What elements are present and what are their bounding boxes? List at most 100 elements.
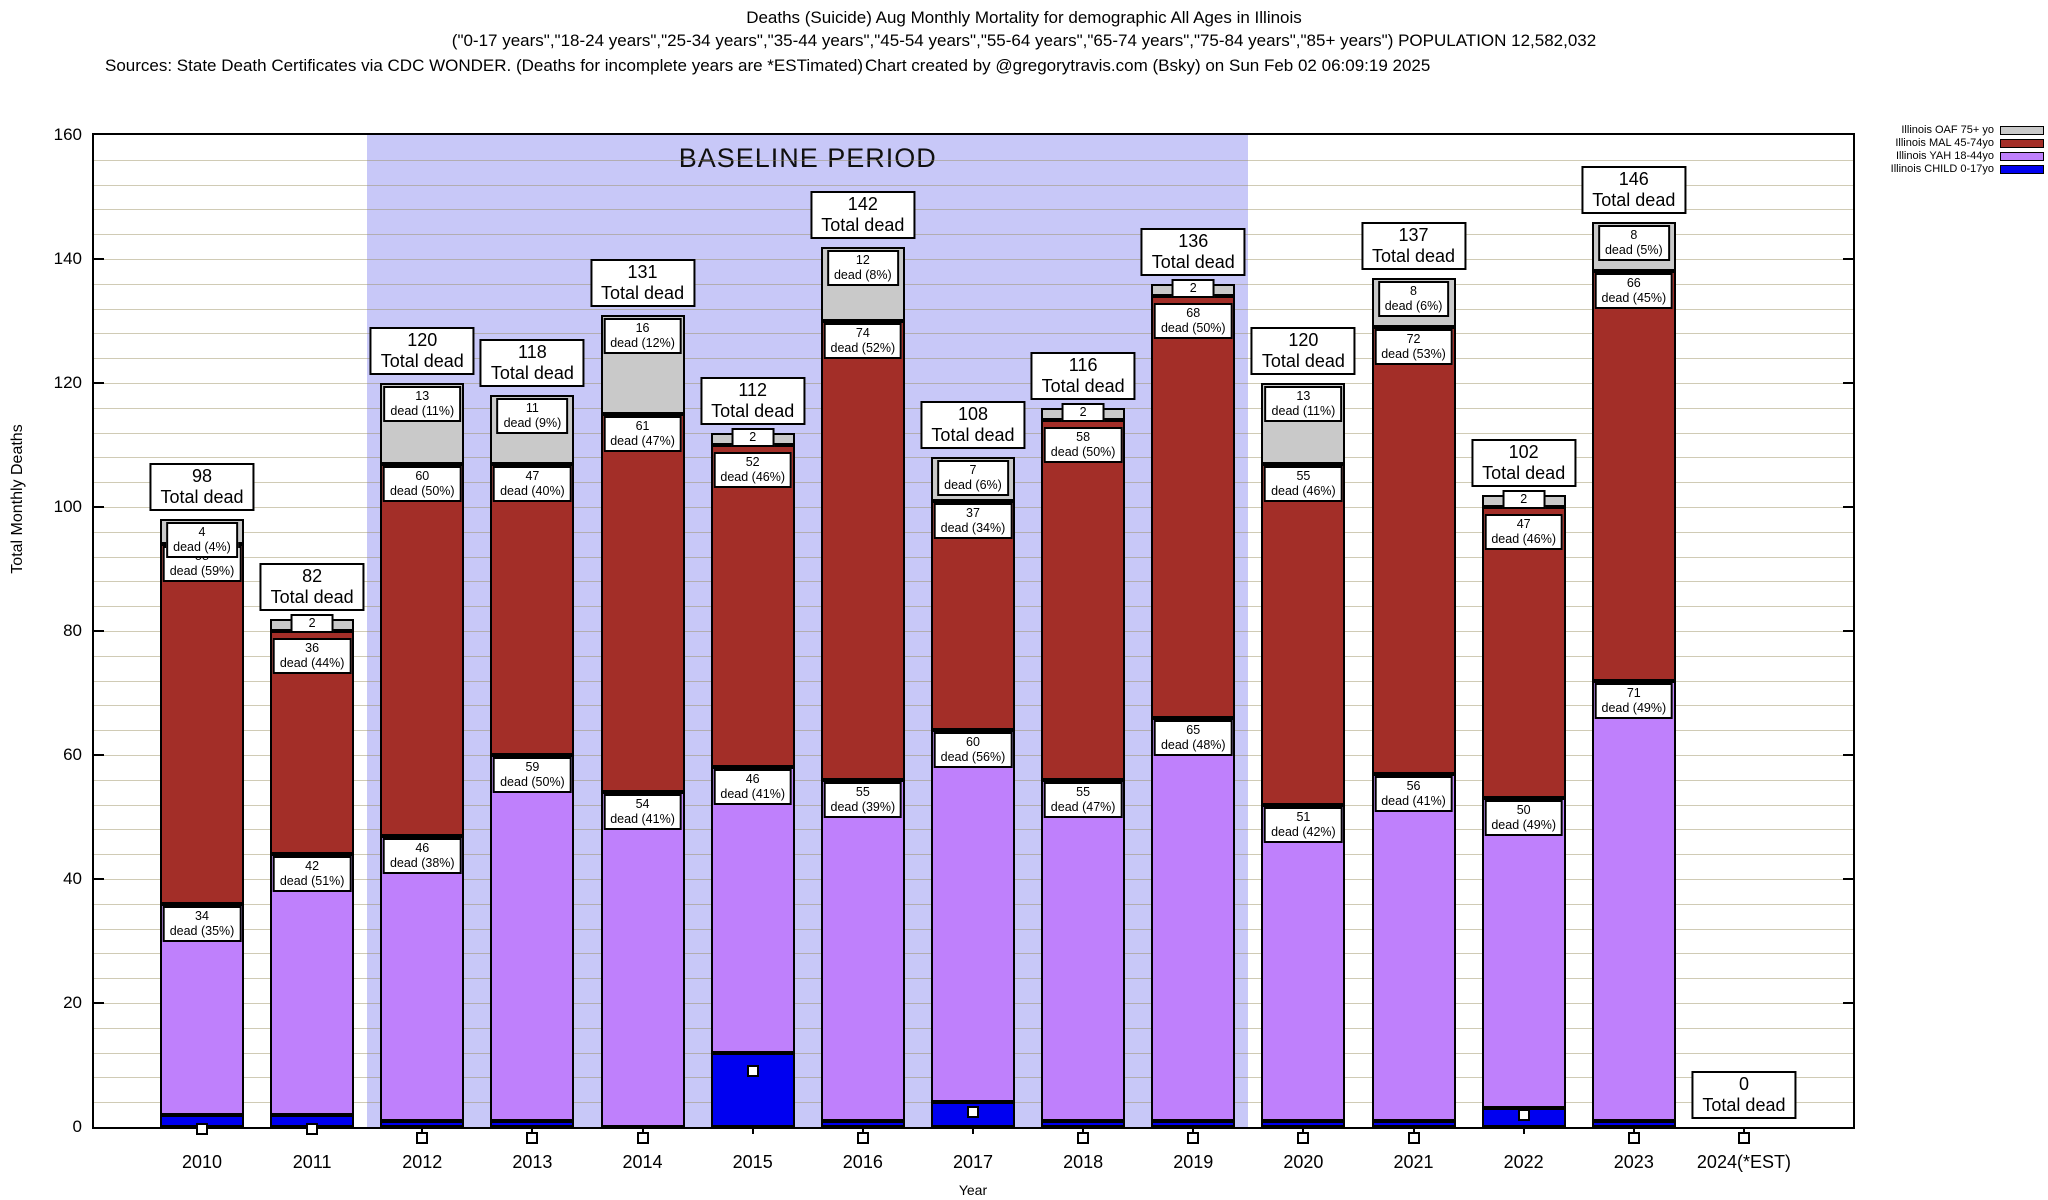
y-tick (1843, 258, 1853, 260)
segment-label-line: 60 (415, 468, 430, 483)
segment-label-line: 7 (969, 463, 977, 478)
segment-label-oaf: 12 dead (8%) (826, 249, 899, 286)
total-dead-line: Total dead (1482, 462, 1566, 483)
total-dead-line: Total dead (160, 487, 244, 508)
x-tick (1082, 1129, 1085, 1134)
segment-label-yah: 55 dead (47%) (1043, 781, 1123, 818)
total-dead-line: 136 (1178, 230, 1209, 251)
point-marker (526, 1132, 539, 1145)
gridline (94, 259, 1853, 260)
bar-segment-child (710, 1052, 795, 1127)
total-dead-line: 137 (1398, 224, 1429, 245)
segment-label-yah: 50 dead (49%) (1484, 800, 1563, 837)
total-dead-label: 131 Total dead (590, 258, 696, 307)
total-dead-label: 98 Total dead (149, 463, 255, 512)
segment-label-line: dead (35%) (169, 923, 235, 938)
segment-label-line: dead (8%) (833, 267, 892, 282)
x-tick-label: 2010 (181, 1152, 223, 1172)
total-dead-line: 142 (847, 193, 878, 214)
bar-segment-child (1261, 1120, 1346, 1127)
segment-label-line: dead (12%) (610, 335, 675, 350)
point-marker (1077, 1132, 1090, 1145)
x-tick (641, 1129, 644, 1134)
bar-segment-child (1591, 1120, 1676, 1127)
y-tick-label: 40 (63, 869, 82, 888)
gridline (94, 234, 1853, 236)
x-tick (1412, 1129, 1415, 1134)
segment-label-mal: 52 dead (46%) (713, 452, 792, 488)
bar-segment-mal (490, 463, 575, 755)
gridline (94, 358, 1853, 360)
bar-segment-mal (930, 500, 1015, 731)
bar-segment-mal (160, 544, 244, 904)
segment-label-line: 36 (305, 641, 320, 655)
segment-label-line: dead (47%) (610, 434, 675, 448)
total-dead-label: 0 Total dead (1691, 1071, 1797, 1119)
segment-label-line: 2 (1520, 491, 1528, 506)
bar-segment-yah (270, 854, 355, 1115)
segment-label-mal: 37 dead (34%) (933, 502, 1013, 539)
x-tick (751, 1129, 754, 1134)
segment-label-line: 52 (745, 455, 760, 469)
x-tick (1522, 1129, 1525, 1134)
segment-label-line: dead (42%) (1271, 824, 1336, 839)
baseline-period-label: BASELINE PERIOD (678, 143, 937, 173)
x-tick-label: 2013 (512, 1152, 553, 1172)
point-marker (856, 1132, 869, 1145)
total-dead-line: 82 (302, 565, 323, 586)
bar-segment-child (1151, 1120, 1236, 1127)
x-tick (1742, 1129, 1745, 1134)
total-dead-line: Total dead (601, 282, 685, 303)
y-tick-label: 100 (53, 497, 82, 516)
bar-segment-child (820, 1120, 905, 1127)
point-marker (416, 1132, 429, 1145)
bar-segment-mal (1481, 507, 1566, 799)
legend-swatch-mal (2000, 139, 2044, 148)
segment-label-line: dead (49%) (1601, 700, 1667, 715)
chart-title: Deaths (Suicide) Aug Monthly Mortality f… (746, 8, 1302, 27)
y-tick-label: 60 (63, 745, 82, 764)
segment-label-line: dead (9%) (503, 416, 562, 431)
segment-label-line: 68 (1186, 306, 1201, 321)
segment-label-line: 56 (1406, 778, 1421, 793)
segment-label-mal: 60 dead (50%) (382, 465, 462, 502)
segment-label-line: 42 (305, 859, 320, 874)
segment-label-line: 46 (745, 772, 760, 787)
total-dead-line: Total dead (1261, 351, 1345, 371)
bar-segment-yah (1261, 804, 1346, 1121)
segment-label-oaf: 2 (1171, 279, 1215, 298)
bar-segment-yah (930, 730, 1015, 1103)
legend-label: Illinois OAF 75+ yo (1901, 124, 1994, 136)
x-tick (971, 1129, 974, 1134)
segment-label-yah: 51 dead (42%) (1264, 806, 1343, 843)
segment-label-oaf: 16 dead (12%) (603, 317, 682, 354)
point-marker (1407, 1132, 1420, 1145)
total-dead-line: Total dead (270, 586, 354, 607)
total-dead-line: 146 (1618, 168, 1649, 189)
point-marker (1737, 1132, 1750, 1145)
point-marker (1187, 1132, 1200, 1145)
x-tick-label: 2015 (732, 1152, 773, 1172)
bar-segment-yah (1591, 680, 1676, 1121)
segment-label-line: 74 (855, 326, 870, 340)
x-tick-label: 2017 (952, 1152, 993, 1172)
segment-label-yah: 59 dead (50%) (493, 757, 572, 793)
bar-segment-yah (1481, 798, 1566, 1109)
gridline (94, 184, 1853, 186)
bar-segment-mal (1371, 327, 1456, 774)
chart-titles: Deaths (Suicide) Aug Monthly Mortality f… (0, 8, 2048, 75)
segment-label-line: dead (51%) (279, 874, 345, 889)
total-dead-line: 98 (191, 466, 213, 487)
segment-label-line: 72 (1406, 332, 1421, 347)
segment-label-line: 2 (308, 615, 316, 630)
y-tick (94, 878, 104, 880)
segment-label-line: dead (59%) (169, 564, 235, 579)
segment-label-line: dead (50%) (1050, 445, 1116, 460)
total-dead-line: 112 (738, 379, 768, 400)
segment-label-line: 12 (855, 252, 870, 267)
total-dead-line: Total dead (931, 425, 1015, 446)
segment-label-line: 51 (1296, 809, 1311, 824)
total-dead-label: 118 Total dead (479, 339, 585, 388)
